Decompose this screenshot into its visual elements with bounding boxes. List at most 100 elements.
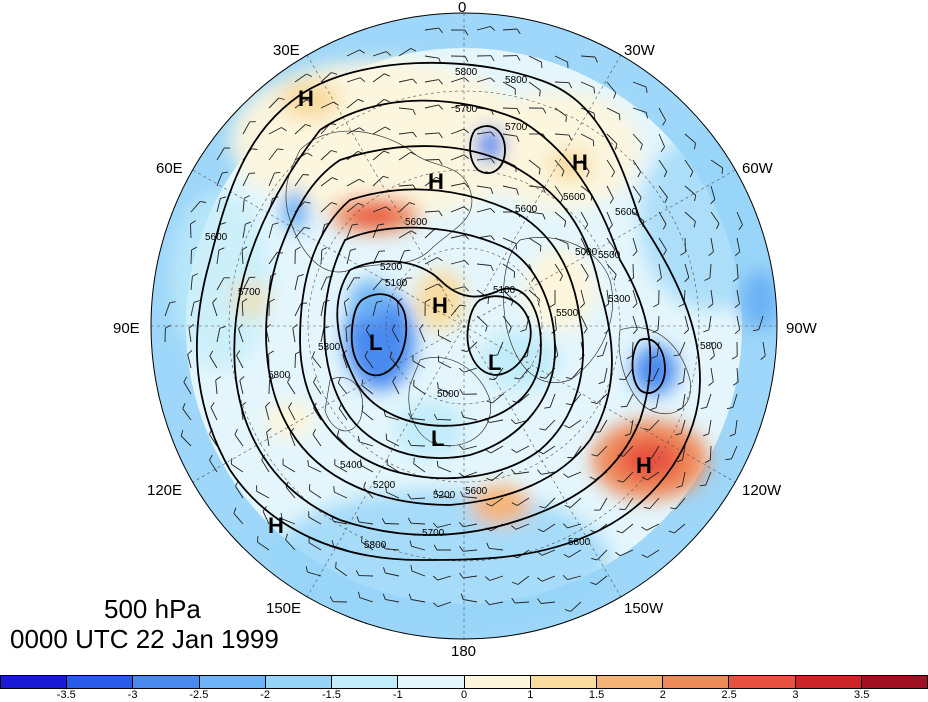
wind-barb [216, 172, 223, 187]
wind-barb [632, 133, 643, 145]
wind-barb-flag [643, 428, 650, 431]
wind-barb [682, 367, 686, 382]
wind-barb [624, 367, 634, 380]
wind-barb-flag [180, 430, 184, 437]
wind-barb [606, 133, 618, 145]
lon-label-60e: 60E [156, 160, 183, 177]
wind-barb-flag [438, 159, 443, 165]
wind-barb-flag [564, 505, 571, 508]
wind-barb [346, 250, 351, 265]
wind-barb-flag [434, 439, 438, 445]
wind-barb [554, 159, 565, 172]
wind-barb [419, 328, 426, 343]
wind-barb-flag [491, 354, 498, 357]
wind-barb-flag [233, 507, 237, 514]
wind-barb [346, 98, 359, 109]
wind-barb-flag [537, 577, 543, 582]
wind-barb-flag [306, 99, 313, 103]
wind-barb-flag [287, 376, 291, 383]
wind-barb [424, 55, 439, 59]
wind-barb [657, 315, 660, 331]
wind-barb [424, 176, 437, 187]
wind-barb-flag [537, 528, 544, 533]
wind-barb-flag [589, 476, 596, 481]
contour-label: 5300 [318, 342, 341, 353]
wind-barb [287, 381, 296, 395]
wind-barb-flag [437, 283, 443, 288]
wind-barb-flag [331, 202, 338, 205]
wind-barb [294, 227, 305, 239]
wind-barb [187, 354, 192, 369]
wind-barb [476, 131, 491, 135]
wind-barb-flag [358, 591, 361, 598]
wind-barb [413, 385, 426, 395]
low-label: L [431, 426, 444, 451]
wind-barb-flag [464, 234, 470, 240]
wind-barb-flag [632, 329, 638, 335]
wind-barb [389, 357, 400, 369]
wind-barb-flag [419, 324, 424, 330]
wind-barb-flag [458, 522, 464, 528]
wind-barb-flag [614, 143, 618, 150]
wind-barb-flag [729, 433, 736, 437]
wind-barb [622, 471, 634, 483]
wind-barb-flag [435, 489, 438, 496]
wind-barb [476, 315, 488, 327]
wind-barb-flag [559, 275, 564, 282]
wind-barb-flag [725, 458, 732, 461]
wind-barb [476, 77, 491, 83]
wind-barb [242, 121, 251, 135]
wind-barb [209, 433, 218, 447]
wind-barb-flag [460, 411, 464, 418]
wind-barb-flag [364, 350, 368, 357]
wind-barb [360, 464, 374, 473]
wind-barb-flag [485, 325, 488, 332]
wind-barb [398, 151, 411, 161]
wind-barb [336, 435, 348, 447]
wind-barb [450, 234, 465, 239]
wind-barb [337, 382, 348, 395]
wind-barb-flag [209, 350, 214, 357]
wind-barb-flag [613, 92, 617, 99]
wind-barb-flag [336, 429, 340, 437]
wind-barb-flag [410, 151, 417, 156]
wind-barb [708, 419, 712, 434]
wind-barb [624, 497, 634, 510]
wind-barb-flag [436, 460, 439, 467]
wind-barb [580, 159, 590, 172]
low-label: L [369, 330, 382, 355]
wind-barb-flag [218, 247, 225, 251]
contour-label: 5800 [455, 67, 478, 78]
wind-barb [268, 224, 274, 239]
high-label: H [268, 513, 284, 538]
wind-barb [580, 263, 589, 277]
wind-barb [320, 101, 334, 109]
wind-barb-flag [565, 377, 572, 380]
wind-barb-flag [537, 299, 540, 306]
wind-barb-flag [361, 535, 363, 543]
wind-barb [571, 367, 582, 379]
wind-barb [437, 444, 452, 447]
wind-barb-flag [734, 329, 740, 335]
wind-barb [580, 211, 589, 225]
wind-barb [346, 178, 360, 187]
colorbar-tick-label: -1 [392, 689, 403, 701]
wind-barb [489, 547, 504, 551]
wind-barb [288, 407, 296, 421]
contour-label: 5000 [437, 389, 460, 400]
wind-barb-flag [407, 493, 412, 500]
wind-barb-flag [410, 565, 413, 572]
wind-barb [684, 263, 690, 278]
wind-barb [463, 367, 478, 373]
wind-barb [437, 575, 452, 581]
wind-barb-flag [460, 593, 464, 600]
wind-barb [313, 381, 322, 395]
high-label: H [572, 150, 588, 175]
wind-barb-flag [304, 226, 311, 229]
wind-barb-flag [693, 143, 697, 150]
wind-barb [386, 491, 400, 499]
wind-barb-flag [563, 424, 570, 429]
wind-barb [320, 202, 332, 213]
wind-barb [281, 518, 296, 525]
wind-barb [632, 263, 634, 279]
